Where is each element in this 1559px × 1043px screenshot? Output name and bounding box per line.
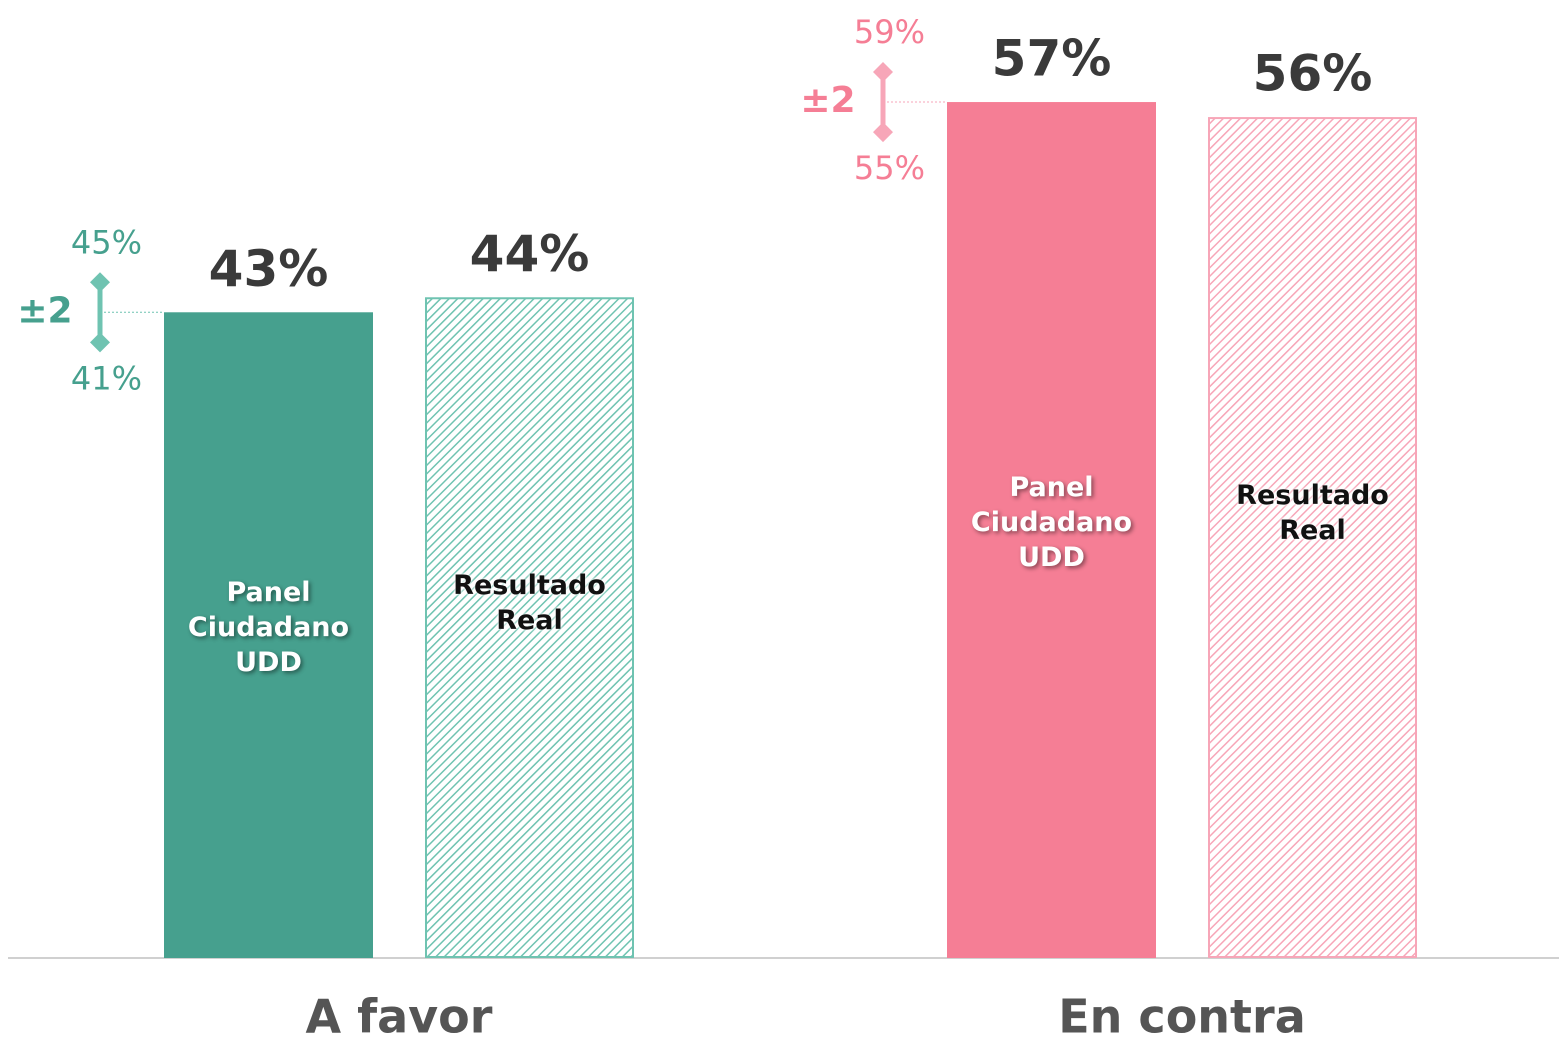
series-label: Resultado Real xyxy=(1236,479,1389,546)
error-upper-label: 59% xyxy=(854,13,925,51)
x-tick-label: En contra xyxy=(1058,990,1306,1043)
bar xyxy=(947,102,1156,959)
bar xyxy=(164,312,373,958)
error-cap xyxy=(873,62,893,83)
bar xyxy=(1208,117,1417,959)
bar xyxy=(425,297,634,958)
error-label: ±2 xyxy=(17,290,72,331)
value-label: 43% xyxy=(209,240,329,298)
error-cap xyxy=(873,122,893,143)
value-label: 56% xyxy=(1253,45,1373,103)
error-lower-label: 55% xyxy=(854,149,925,187)
error-cap xyxy=(90,272,110,293)
error-lower-label: 41% xyxy=(71,359,142,397)
x-tick-label: A favor xyxy=(306,990,493,1043)
value-label: 44% xyxy=(470,225,590,283)
series-label: Panel Ciudadano UDD xyxy=(187,577,350,679)
error-label: ±2 xyxy=(800,80,855,121)
series-label: Resultado Real xyxy=(453,569,606,636)
error-cap xyxy=(90,332,110,353)
series-label: Panel Ciudadano UDD xyxy=(970,472,1133,574)
value-label: 57% xyxy=(992,30,1112,88)
error-upper-label: 45% xyxy=(71,223,142,261)
